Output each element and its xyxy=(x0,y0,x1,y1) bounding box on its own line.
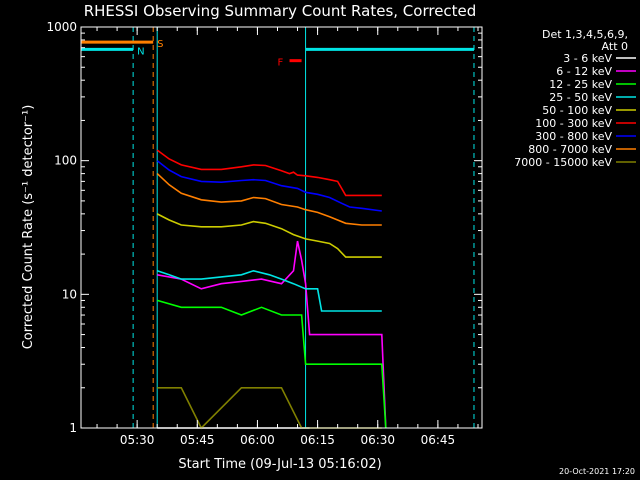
legend-label: 800 - 7000 keV xyxy=(528,143,612,156)
legend-label: 12 - 25 keV xyxy=(549,78,612,91)
state-bar-label: N xyxy=(137,46,144,57)
x-tick-label: 06:15 xyxy=(300,433,335,447)
legend-label: 50 - 100 keV xyxy=(542,104,612,117)
legend-label: 7000 - 15000 keV xyxy=(514,156,612,169)
legend-header: Det 1,3,4,5,6,9, xyxy=(542,28,628,41)
x-tick-label: 06:00 xyxy=(240,433,275,447)
y-tick-label: 1000 xyxy=(46,20,77,34)
x-tick-label: 05:30 xyxy=(120,433,155,447)
series-line xyxy=(156,149,382,197)
chart-title: RHESSI Observing Summary Count Rates, Co… xyxy=(84,2,477,20)
series-line xyxy=(156,160,382,212)
y-axis-label: Corrected Count Rate (s⁻¹ detector⁻¹) xyxy=(21,105,36,350)
state-bar-label: S xyxy=(157,39,163,50)
state-bar-label: F xyxy=(278,58,284,69)
y-tick-label: 100 xyxy=(54,154,77,168)
series-line xyxy=(157,240,387,429)
axes: 1 10 100 1000 05:30 05:45 06:00 06:15 06:30 06:45 xyxy=(46,20,482,447)
legend-label: 3 - 6 keV xyxy=(563,52,612,65)
series-line xyxy=(156,213,382,258)
series-line xyxy=(156,299,387,429)
legend-label: 25 - 50 keV xyxy=(549,91,612,104)
legend-label: 100 - 300 keV xyxy=(535,117,612,130)
x-axis-label: Start Time (09-Jul-13 05:16:02) xyxy=(178,457,381,472)
y-tick-label: 1 xyxy=(69,421,77,435)
plot-area: N S F xyxy=(80,27,475,428)
x-tick-label: 06:45 xyxy=(421,433,456,447)
y-tick-label: 10 xyxy=(62,287,77,301)
x-tick-label: 05:45 xyxy=(180,433,215,447)
series-line xyxy=(156,173,382,226)
legend-label: 6 - 12 keV xyxy=(556,65,612,78)
x-tick-label: 06:30 xyxy=(360,433,395,447)
plot-frame xyxy=(80,26,483,429)
series-line xyxy=(156,269,382,312)
legend-header: Att 0 xyxy=(602,40,628,53)
legend-label: 300 - 800 keV xyxy=(535,130,612,143)
footer-date: 20-Oct-2021 17:20 xyxy=(559,467,635,476)
